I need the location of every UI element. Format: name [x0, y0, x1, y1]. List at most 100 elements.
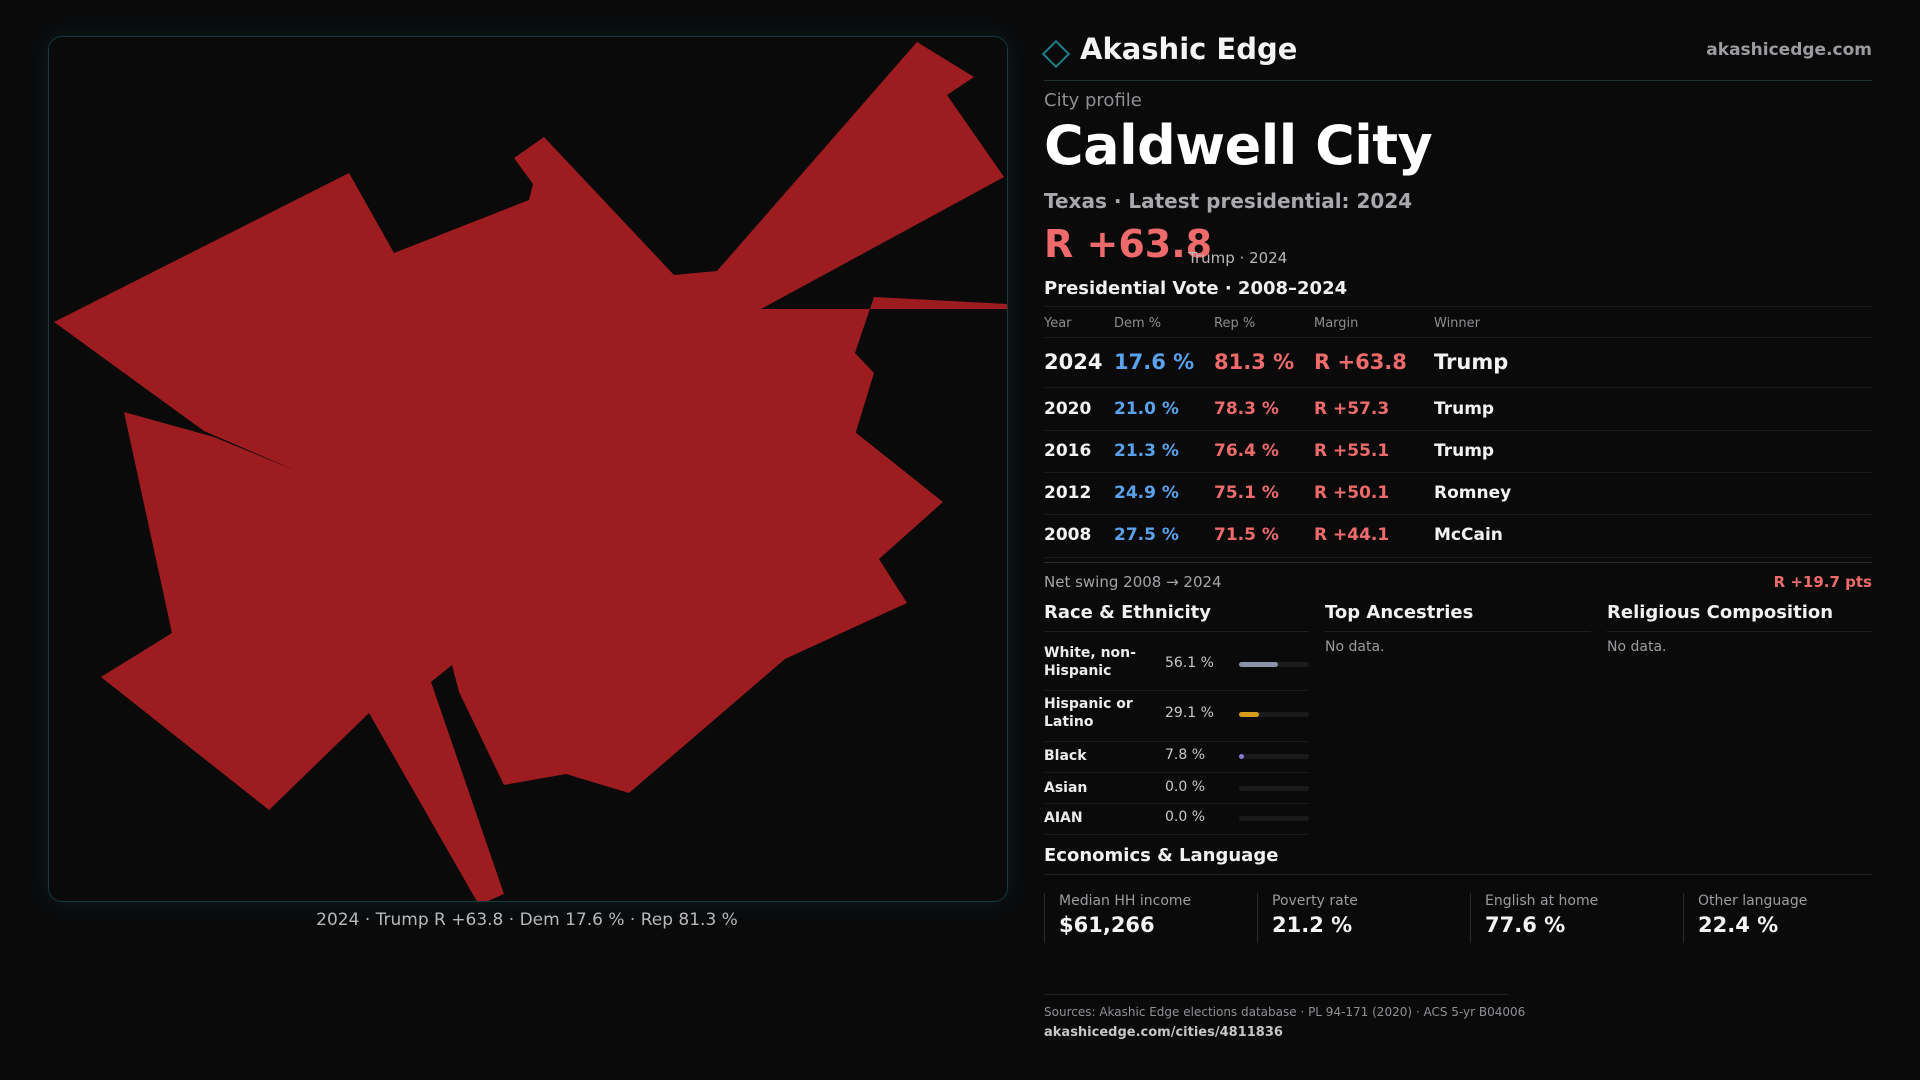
race-label: Black — [1044, 748, 1087, 764]
row-dem: 24.9 % — [1114, 483, 1179, 503]
race-section-title: Race & Ethnicity — [1044, 602, 1211, 623]
row-dem: 27.5 % — [1114, 525, 1179, 545]
row-dem: 21.3 % — [1114, 441, 1179, 461]
race-label: Hispanic or Latino — [1044, 696, 1133, 730]
net-swing-value: R +19.7 pts — [1773, 573, 1872, 591]
religion-divider — [1607, 631, 1872, 632]
stat-value: 21.2 % — [1272, 913, 1353, 937]
row-margin: R +50.1 — [1314, 483, 1390, 503]
row-rep: 76.4 % — [1214, 441, 1279, 461]
race-bar — [1239, 816, 1309, 821]
row-margin: R +63.8 — [1314, 350, 1407, 374]
race-row: AIAN 0.0 % — [1044, 803, 1309, 835]
row-winner: Romney — [1434, 483, 1512, 503]
race-row: Asian 0.0 % — [1044, 772, 1309, 804]
brand-name[interactable]: Akashic Edge — [1080, 32, 1298, 66]
row-margin: R +57.3 — [1314, 399, 1390, 419]
race-label: Asian — [1044, 780, 1088, 796]
stat-value: 77.6 % — [1485, 913, 1566, 937]
stat-label: Median HH income — [1059, 893, 1192, 909]
race-value: 7.8 % — [1165, 747, 1206, 763]
race-row: Hispanic or Latino 29.1 % — [1044, 690, 1309, 742]
race-bar — [1239, 754, 1309, 759]
economics-section-title: Economics & Language — [1044, 845, 1279, 866]
stat-poverty-rate: Poverty rate 21.2 % — [1257, 893, 1454, 943]
table-row: 2016 21.3 % 76.4 % R +55.1 Trump — [1044, 431, 1872, 473]
row-rep: 71.5 % — [1214, 525, 1279, 545]
race-bar-fill — [1239, 662, 1279, 667]
race-value: 0.0 % — [1165, 779, 1206, 795]
race-bar-fill — [1239, 754, 1245, 759]
row-dem: 17.6 % — [1114, 350, 1195, 374]
religion-section-title: Religious Composition — [1607, 602, 1834, 623]
religion-empty: No data. — [1607, 639, 1667, 655]
city-boundary-map[interactable] — [48, 36, 1008, 902]
row-year: 2020 — [1044, 399, 1092, 419]
race-bar — [1239, 712, 1309, 717]
brand-url-link[interactable]: akashicedge.com — [1706, 40, 1872, 60]
row-winner: McCain — [1434, 525, 1503, 545]
col-margin: Margin — [1314, 316, 1359, 331]
page-kicker: City profile — [1044, 90, 1142, 111]
row-year: 2012 — [1044, 483, 1092, 503]
row-year: 2024 — [1044, 350, 1103, 374]
race-bar-fill — [1239, 712, 1260, 717]
row-rep: 81.3 % — [1214, 350, 1295, 374]
ancestries-divider — [1325, 631, 1591, 632]
table-row: 2020 21.0 % 78.3 % R +57.3 Trump — [1044, 388, 1872, 431]
city-boundary-shape — [54, 42, 1007, 901]
race-divider — [1044, 631, 1309, 632]
vote-table-header: Year Dem % Rep % Margin Winner — [1044, 306, 1872, 338]
latest-margin-note: Trump · 2024 — [1188, 249, 1288, 267]
net-swing-label: Net swing 2008 → 2024 — [1044, 573, 1222, 591]
race-label: AIAN — [1044, 810, 1083, 826]
diamond-logo-icon — [1041, 39, 1071, 69]
row-margin: R +55.1 — [1314, 441, 1390, 461]
col-year: Year — [1044, 316, 1072, 331]
stat-label: English at home — [1485, 893, 1599, 909]
col-winner: Winner — [1434, 316, 1481, 331]
sources-note: Sources: Akashic Edge elections database… — [1044, 1005, 1526, 1019]
row-rep: 78.3 % — [1214, 399, 1279, 419]
row-year: 2016 — [1044, 441, 1092, 461]
page-url-link[interactable]: akashicedge.com/cities/4811836 — [1044, 1025, 1283, 1040]
race-bar — [1239, 786, 1309, 791]
race-value: 56.1 % — [1165, 655, 1214, 671]
footer-divider — [1044, 994, 1509, 995]
stat-label: Poverty rate — [1272, 893, 1358, 909]
row-winner: Trump — [1434, 399, 1495, 419]
table-row: 2024 17.6 % 81.3 % R +63.8 Trump — [1044, 338, 1872, 388]
page-title: Caldwell City — [1044, 114, 1433, 177]
row-winner: Trump — [1434, 441, 1495, 461]
stat-label: Other language — [1698, 893, 1808, 909]
row-year: 2008 — [1044, 525, 1092, 545]
vote-table: Year Dem % Rep % Margin Winner 2024 17.6… — [1044, 306, 1872, 558]
stat-english-at-home: English at home 77.6 % — [1470, 893, 1667, 943]
race-row: Black 7.8 % — [1044, 741, 1309, 773]
row-rep: 75.1 % — [1214, 483, 1279, 503]
race-value: 0.0 % — [1165, 809, 1206, 825]
economics-divider — [1044, 874, 1872, 875]
row-winner: Trump — [1434, 350, 1509, 374]
ancestries-section-title: Top Ancestries — [1325, 602, 1474, 623]
race-label: White, non-Hispanic — [1044, 645, 1136, 679]
col-dem: Dem % — [1114, 316, 1162, 331]
row-margin: R +44.1 — [1314, 525, 1390, 545]
race-value: 29.1 % — [1165, 705, 1214, 721]
stat-value: 22.4 % — [1698, 913, 1779, 937]
stat-value: $61,266 — [1059, 913, 1155, 937]
ancestries-empty: No data. — [1325, 639, 1385, 655]
vote-section-title: Presidential Vote · 2008–2024 — [1044, 278, 1348, 299]
brand-header: Akashic Edge akashicedge.com — [1041, 30, 1872, 81]
state-subline: Texas · Latest presidential: 2024 — [1044, 189, 1413, 213]
col-rep: Rep % — [1214, 316, 1256, 331]
latest-margin: R +63.8 — [1044, 222, 1213, 266]
row-dem: 21.0 % — [1114, 399, 1179, 419]
race-bar — [1239, 662, 1309, 667]
race-row: White, non-Hispanic 56.1 % — [1044, 640, 1309, 691]
stat-other-language: Other language 22.4 % — [1683, 893, 1880, 943]
table-row: 2008 27.5 % 71.5 % R +44.1 McCain — [1044, 515, 1872, 558]
map-caption: 2024 · Trump R +63.8 · Dem 17.6 % · Rep … — [316, 910, 738, 930]
net-swing: Net swing 2008 → 2024 R +19.7 pts — [1044, 562, 1872, 591]
table-row: 2012 24.9 % 75.1 % R +50.1 Romney — [1044, 473, 1872, 515]
